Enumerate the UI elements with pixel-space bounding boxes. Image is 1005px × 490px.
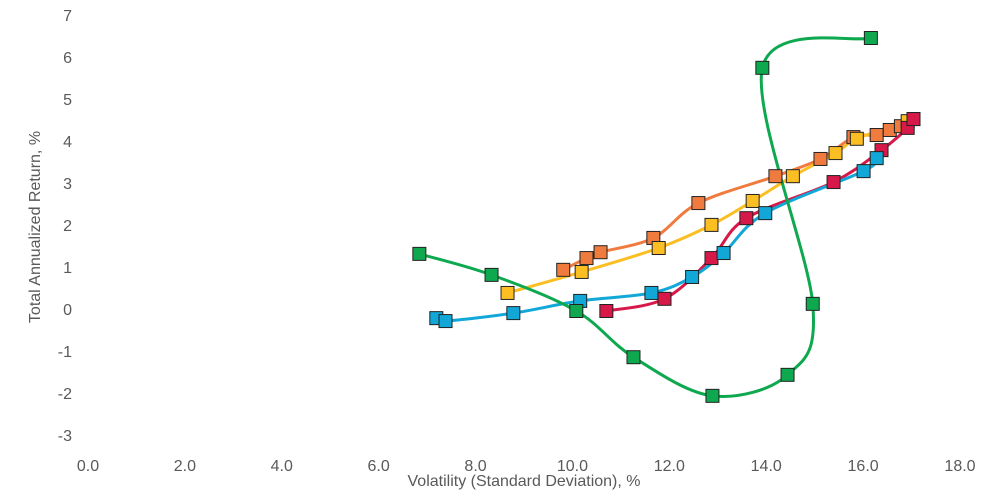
- marker: [657, 291, 672, 306]
- marker: [500, 285, 515, 300]
- series-line: [435, 157, 878, 323]
- marker: [691, 196, 706, 211]
- marker: [626, 350, 641, 365]
- y-tick-label: 5: [63, 92, 72, 109]
- marker: [651, 241, 666, 255]
- marker: [785, 169, 800, 184]
- marker: [704, 251, 719, 266]
- y-tick-label: 7: [63, 8, 72, 25]
- y-tick-label: 6: [63, 50, 72, 67]
- y-axis-title: Total Annualized Return, %: [27, 131, 44, 323]
- marker: [863, 31, 878, 45]
- marker: [599, 304, 614, 318]
- marker: [758, 206, 773, 221]
- y-tick-label: 0: [63, 302, 72, 319]
- marker: [716, 246, 731, 261]
- marker: [768, 169, 783, 184]
- marker: [506, 306, 521, 321]
- y-tick-label: -1: [58, 344, 72, 361]
- y-tick-label: 2: [63, 218, 72, 235]
- marker: [484, 267, 499, 282]
- marker: [704, 217, 719, 232]
- marker: [556, 262, 571, 277]
- y-tick-label: 4: [63, 134, 72, 151]
- marker: [745, 193, 760, 208]
- marker: [805, 296, 820, 311]
- marker: [813, 151, 828, 166]
- marker: [869, 151, 884, 166]
- marker: [705, 388, 720, 403]
- marker: [412, 246, 427, 261]
- x-axis-title: Volatility (Standard Deviation), %: [408, 473, 641, 490]
- y-tick-label: -2: [58, 386, 72, 403]
- marker: [826, 175, 841, 190]
- x-tick-label: 8.0: [464, 458, 486, 475]
- marker: [828, 146, 843, 161]
- marker: [644, 285, 659, 300]
- marker: [739, 211, 754, 226]
- x-tick-label: 0.0: [77, 458, 99, 475]
- marker: [849, 131, 864, 146]
- series-line: [418, 36, 872, 398]
- marker: [856, 164, 871, 179]
- x-tick-label: 2.0: [174, 458, 196, 475]
- marker: [569, 304, 584, 318]
- x-tick-label: 18.0: [944, 458, 975, 475]
- y-tick-label: 3: [63, 176, 72, 193]
- marker: [755, 60, 770, 75]
- x-tick-label: 4.0: [271, 458, 293, 475]
- marker: [574, 264, 589, 279]
- marker: [579, 251, 594, 266]
- x-tick-label: 14.0: [751, 458, 782, 475]
- x-tick-label: 16.0: [848, 458, 879, 475]
- y-tick-label: -3: [58, 428, 72, 445]
- marker: [685, 269, 700, 284]
- x-tick-label: 10.0: [557, 458, 588, 475]
- marker: [438, 314, 453, 329]
- marker: [780, 367, 795, 382]
- marker: [593, 245, 608, 260]
- x-tick-label: 6.0: [368, 458, 390, 475]
- marker: [869, 128, 884, 143]
- x-tick-label: 12.0: [654, 458, 685, 475]
- marker: [906, 112, 921, 127]
- y-tick-label: 1: [63, 260, 72, 277]
